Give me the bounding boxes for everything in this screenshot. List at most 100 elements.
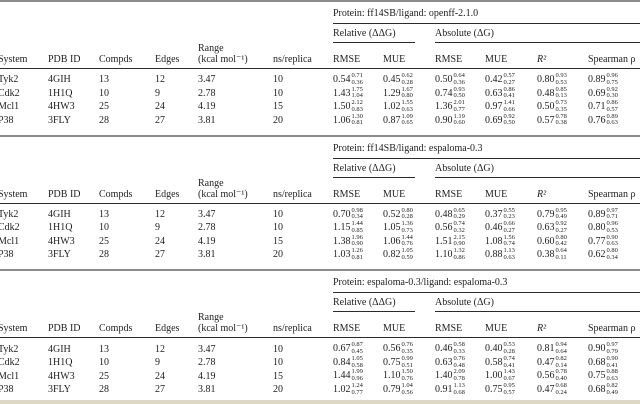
table-section: Protein: ff14SB/ligand: espaloma-0.3 Rel… <box>0 134 640 270</box>
confidence-interval: 0.96 0.53 <box>607 221 618 234</box>
cell-absolute-mue: 0.97 1.41 0.66 <box>485 100 537 113</box>
stat-value: 1.44 <box>333 370 351 382</box>
cell-r-squared: 0.56 0.78 0.40 <box>537 369 588 382</box>
cell-relative-mue: 1.05 1.36 0.73 <box>383 221 435 234</box>
stat-value: 0.75 <box>485 383 503 395</box>
col-header-ns-replica: ns/replica <box>273 323 312 335</box>
ci-lower: 0.42 <box>555 240 567 248</box>
cell-system: Mcl1 <box>0 370 20 382</box>
cell-compds: 10 <box>99 357 109 369</box>
cell-edges: 9 <box>155 87 160 99</box>
ci-lower: 0.41 <box>503 92 515 100</box>
col-header-spearman-rho: Spearman ρ <box>588 188 636 200</box>
stat-value: 0.56 <box>435 222 453 234</box>
stat-value: 0.63 <box>537 222 555 234</box>
cell-edges: 27 <box>155 249 165 261</box>
ci-upper: 0.58 <box>453 341 465 349</box>
table-row: Tyk2 4GIH 13 12 3.47 10 0.67 0.87 0.45 0.5… <box>0 342 640 356</box>
cell-system: Mcl1 <box>0 101 20 113</box>
cell-pdb-id: 4GIH <box>48 343 71 355</box>
column-header-row: System PDB ID Compds Edges Range (kcal m… <box>0 43 640 69</box>
ci-lower: 0.27 <box>555 226 567 234</box>
ci-lower: 0.66 <box>503 105 515 113</box>
ci-lower: 0.63 <box>606 119 618 127</box>
ci-lower: 0.27 <box>503 226 515 234</box>
stat-value: 0.69 <box>485 114 503 126</box>
cell-absolute-mue: 0.58 0.74 0.41 <box>485 355 537 369</box>
stat-value: 0.88 <box>485 249 503 261</box>
confidence-interval: 0.87 0.45 <box>352 342 363 355</box>
cell-range: 4.19 <box>198 101 216 113</box>
ci-upper: 0.98 <box>351 206 363 214</box>
cell-relative-rmse: 0.70 0.98 0.34 <box>333 206 383 221</box>
ci-upper: 1.55 <box>401 99 413 107</box>
section-rows: Tyk2 4GIH 13 12 3.47 10 0.54 0.71 0.36 0.4… <box>0 69 640 127</box>
ci-upper: 0.76 <box>453 354 465 362</box>
stat-value: 0.52 <box>383 208 401 220</box>
confidence-interval: 0.86 0.57 <box>607 100 618 113</box>
col-header-pdb-id: PDB ID <box>48 188 81 200</box>
ci-upper: 0.68 <box>555 381 567 389</box>
col-header-absolute-mue: MUE <box>485 54 508 65</box>
cell-spearman-rho: 0.68 0.82 0.49 <box>588 382 640 396</box>
confidence-interval: 0.95 0.49 <box>556 207 567 221</box>
cell-system: Tyk2 <box>0 74 19 86</box>
cell-relative-mue: 0.87 1.09 0.65 <box>383 113 435 127</box>
confidence-interval: 1.55 0.63 <box>402 100 413 113</box>
ci-lower: 0.35 <box>555 105 567 113</box>
cell-ns-replica: 10 <box>273 222 283 234</box>
stat-value: 0.58 <box>485 356 503 368</box>
cell-absolute-rmse: 1.40 2.09 0.78 <box>435 369 485 382</box>
cell-range: 3.47 <box>198 74 216 86</box>
ci-upper: 1.36 <box>401 220 413 228</box>
table-row: Cdk2 1H1Q 10 9 2.78 10 0.84 1.05 0.58 0.75… <box>0 354 640 370</box>
cell-relative-mue: 0.75 0.99 0.51 <box>383 355 435 369</box>
ci-lower: 0.63 <box>503 253 515 261</box>
cell-compds: 28 <box>99 114 109 126</box>
cell-r-squared: 0.63 0.92 0.27 <box>537 221 588 234</box>
stat-value: 0.70 <box>333 208 351 220</box>
ci-upper: 0.76 <box>401 341 413 349</box>
stat-value: 1.38 <box>333 235 351 247</box>
cell-pdb-id: 4HW3 <box>48 235 75 247</box>
cell-compds: 13 <box>99 74 109 86</box>
ci-lower: 0.13 <box>555 92 567 100</box>
col-header-absolute-mue: MUE <box>485 188 508 200</box>
stat-value: 0.75 <box>588 370 606 382</box>
protein-header-band: Protein: espaloma-0.3/ligand: espaloma-0… <box>0 271 640 294</box>
cell-edges: 12 <box>155 208 165 220</box>
ci-upper: 0.85 <box>555 85 567 93</box>
ci-upper: 1.05 <box>401 247 413 255</box>
cell-relative-rmse: 1.02 1.24 0.77 <box>333 382 383 396</box>
ci-upper: 0.96 <box>606 72 618 80</box>
stat-value: 0.50 <box>537 101 555 113</box>
cell-relative-rmse: 0.67 0.87 0.45 <box>333 342 383 355</box>
ci-lower: 0.28 <box>401 78 413 86</box>
cell-system: P38 <box>0 384 14 396</box>
confidence-interval: 1.30 0.81 <box>352 113 363 127</box>
ci-lower: 0.80 <box>401 92 413 100</box>
cell-absolute-rmse: 1.51 2.15 0.90 <box>435 234 485 248</box>
confidence-interval: 0.53 0.28 <box>504 342 515 355</box>
ci-lower: 0.76 <box>401 375 413 383</box>
ci-upper: 0.66 <box>503 220 515 228</box>
confidence-interval: 0.94 0.64 <box>556 342 567 355</box>
confidence-interval: 0.80 0.42 <box>555 234 567 248</box>
confidence-interval: 1.32 0.86 <box>454 248 465 261</box>
ci-upper: 1.75 <box>351 85 363 93</box>
col-header-range: Range (kcal mol⁻¹) <box>198 178 273 200</box>
stat-value: 1.06 <box>333 114 351 126</box>
confidence-interval: 1.44 0.85 <box>352 221 363 234</box>
col-header-range-line2: (kcal mol⁻¹) <box>198 323 248 335</box>
cell-ns-replica: 20 <box>273 249 283 261</box>
cell-ns-replica: 10 <box>273 357 283 369</box>
confidence-interval: 0.64 0.36 <box>454 73 465 86</box>
confidence-interval: 1.09 0.65 <box>402 113 413 127</box>
stat-value: 1.51 <box>435 235 453 247</box>
cell-r-squared: 0.50 0.73 0.35 <box>537 100 588 113</box>
ci-lower: 0.81 <box>351 253 363 261</box>
ci-upper: 0.78 <box>555 112 567 120</box>
ci-upper: 1.44 <box>351 220 363 228</box>
relative-ddg-group-header: Relative (ΔΔG) <box>333 29 415 43</box>
group-header-band: Relative (ΔΔG) Absolute (ΔG) <box>0 159 640 178</box>
